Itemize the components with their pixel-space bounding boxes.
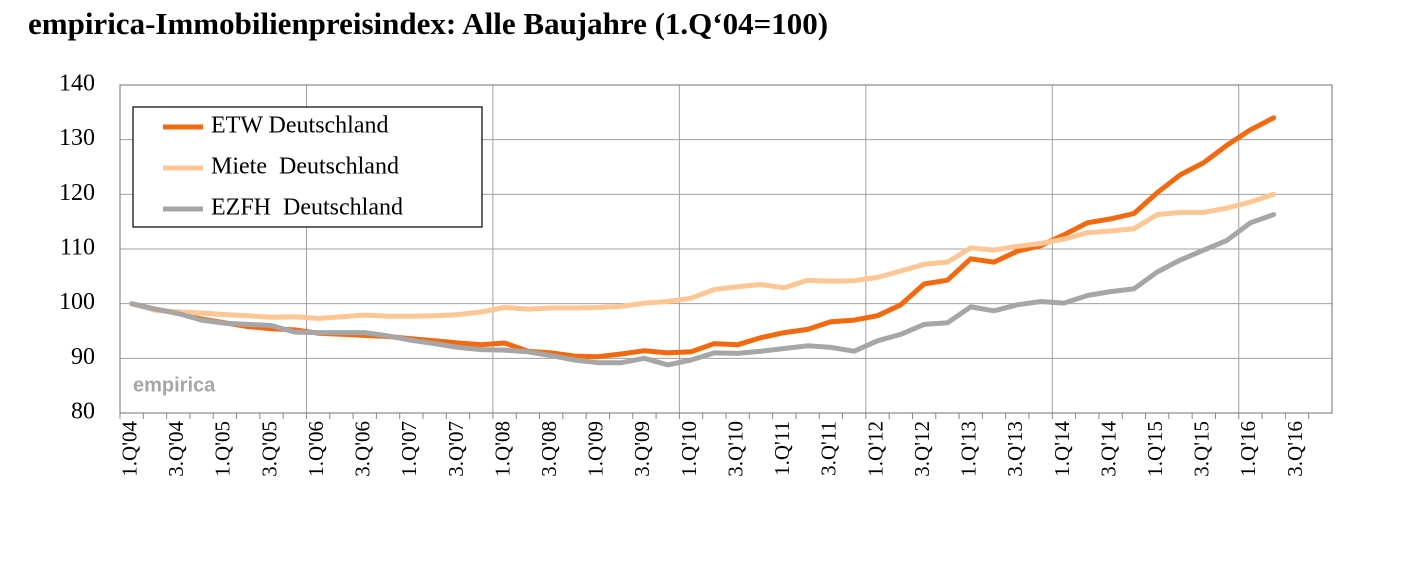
x-tick-label: 3.Q'16: [1283, 421, 1307, 477]
x-tick-label: 1.Q'06: [304, 421, 328, 477]
legend-label: EZFH Deutschland: [211, 195, 403, 221]
x-tick-label: 3.Q'08: [537, 421, 561, 477]
y-tick-label: 80: [71, 399, 95, 425]
x-tick-label: 3.Q'13: [1003, 421, 1027, 477]
y-tick-label: 90: [71, 344, 95, 370]
x-tick-label: 1.Q'05: [211, 421, 235, 477]
y-tick-label: 130: [59, 125, 95, 151]
x-tick-label: 3.Q'11: [817, 421, 841, 476]
x-tick-label: 3.Q'04: [164, 421, 188, 477]
x-tick-label: 1.Q'07: [397, 421, 421, 477]
chart-title: empirica-Immobilienpreisindex: Alle Bauj…: [28, 6, 828, 41]
x-tick-label: 1.Q'08: [490, 421, 514, 477]
x-tick-label: 1.Q'12: [863, 421, 887, 477]
x-tick-label: 1.Q'14: [1050, 421, 1074, 477]
x-tick-label: 1.Q'11: [770, 421, 794, 476]
legend-label: Miete Deutschland: [211, 154, 399, 180]
plot-frame: [119, 84, 1333, 414]
y-tick-label: 100: [59, 289, 95, 315]
x-tick-label: 3.Q'14: [1096, 421, 1120, 477]
y-tick-label: 140: [59, 71, 95, 97]
x-tick-label: 3.Q'06: [351, 421, 375, 477]
lines: [129, 115, 1277, 368]
series-line: [129, 212, 1277, 368]
x-tick-label: 3.Q'09: [630, 421, 654, 477]
x-tick-label: 3.Q'10: [723, 421, 747, 477]
x-tick-label: 1.Q'16: [1236, 421, 1260, 477]
x-tick-label: 1.Q'13: [957, 421, 981, 477]
labels: 80 90 100 110 120 130 140 1.Q'04 3.Q'04 1.Q'05 3.Q…: [59, 71, 1307, 477]
series-line: [129, 191, 1277, 321]
legend-label: ETW Deutschland: [211, 113, 389, 139]
y-tick-label: 110: [60, 235, 95, 261]
watermark: empirica: [133, 374, 216, 396]
x-tick-label: 3.Q'07: [444, 421, 468, 477]
x-tick-label: 1.Q'04: [117, 421, 141, 477]
x-tick-label: 3.Q'15: [1190, 421, 1214, 477]
y-tick-label: 120: [59, 180, 95, 206]
x-tick-label: 3.Q'12: [910, 421, 934, 477]
x-tick-label: 1.Q'15: [1143, 421, 1167, 477]
x-tick-label: 1.Q'09: [584, 421, 608, 477]
x-tick-label: 3.Q'05: [257, 421, 281, 477]
x-tick-label: 1.Q'10: [677, 421, 701, 477]
